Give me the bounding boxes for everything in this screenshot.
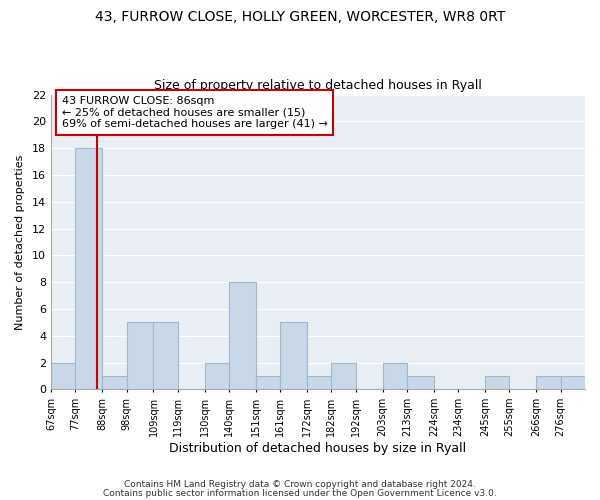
Text: Contains HM Land Registry data © Crown copyright and database right 2024.: Contains HM Land Registry data © Crown c… (124, 480, 476, 489)
Text: 43, FURROW CLOSE, HOLLY GREEN, WORCESTER, WR8 0RT: 43, FURROW CLOSE, HOLLY GREEN, WORCESTER… (95, 10, 505, 24)
Text: Contains public sector information licensed under the Open Government Licence v3: Contains public sector information licen… (103, 488, 497, 498)
Bar (485, 376, 509, 390)
Bar (127, 322, 154, 390)
Bar (407, 376, 434, 390)
Text: 43 FURROW CLOSE: 86sqm
← 25% of detached houses are smaller (15)
69% of semi-det: 43 FURROW CLOSE: 86sqm ← 25% of detached… (62, 96, 328, 129)
Bar (331, 362, 356, 390)
Bar (205, 362, 229, 390)
Title: Size of property relative to detached houses in Ryall: Size of property relative to detached ho… (154, 79, 482, 92)
X-axis label: Distribution of detached houses by size in Ryall: Distribution of detached houses by size … (169, 442, 467, 455)
Bar (102, 376, 127, 390)
Bar (560, 376, 585, 390)
Bar (154, 322, 178, 390)
Bar (280, 322, 307, 390)
Bar (51, 362, 76, 390)
Y-axis label: Number of detached properties: Number of detached properties (15, 154, 25, 330)
Bar (536, 376, 560, 390)
Bar (229, 282, 256, 390)
Bar (383, 362, 407, 390)
Bar (307, 376, 331, 390)
Bar (256, 376, 280, 390)
Bar (76, 148, 102, 390)
